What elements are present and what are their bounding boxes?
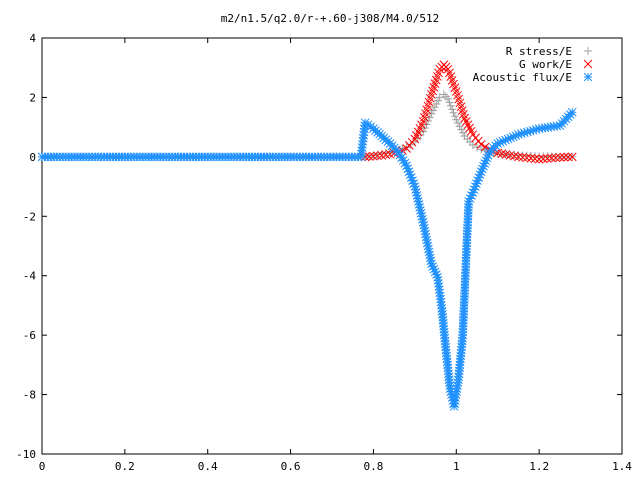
- data-point: [434, 96, 443, 105]
- data-point: [563, 152, 573, 162]
- data-point: [435, 93, 444, 102]
- data-point: [567, 152, 577, 162]
- y-tick-label: -10: [16, 448, 36, 461]
- legend-label: Acoustic flux/E: [473, 71, 572, 84]
- chart-title: m2/n1.5/q2.0/r-+.60-j308/M4.0/512: [221, 12, 440, 25]
- data-point: [559, 152, 569, 162]
- data-point: [514, 152, 523, 162]
- legend-label: R stress/E: [506, 45, 572, 58]
- x-tick-label: 1: [453, 460, 460, 473]
- y-tick-label: 2: [29, 91, 36, 104]
- data-point: [458, 128, 467, 137]
- data-point: [432, 99, 441, 108]
- y-tick-label: -6: [23, 329, 36, 342]
- data-point: [476, 140, 486, 149]
- y-tick-label: -8: [23, 389, 36, 402]
- data-point: [477, 145, 486, 154]
- data-point: [455, 122, 464, 131]
- data-point: [551, 153, 561, 163]
- plot-frame: [41, 37, 623, 455]
- data-point: [364, 152, 374, 161]
- y-tick-label: -2: [23, 210, 36, 223]
- data-point: [522, 153, 532, 163]
- series-3: [37, 107, 577, 411]
- y-tick-label: -4: [23, 270, 37, 283]
- data-point: [445, 98, 454, 107]
- series-2: [360, 60, 577, 164]
- data-point: [448, 105, 457, 114]
- y-tick-label: 0: [29, 151, 36, 164]
- x-tick-label: 1.4: [612, 460, 632, 473]
- x-tick-label: 0.2: [115, 460, 135, 473]
- data-point: [444, 94, 452, 103]
- data-point: [449, 108, 458, 117]
- data-point: [395, 150, 405, 160]
- data-point: [453, 118, 462, 127]
- data-point: [446, 101, 455, 110]
- data-point: [452, 115, 461, 124]
- legend-marker: [583, 59, 593, 69]
- data-point: [429, 106, 438, 115]
- data-point: [402, 143, 411, 152]
- data-point: [480, 142, 490, 152]
- data-point: [538, 154, 548, 164]
- data-point: [373, 151, 382, 161]
- data-point: [369, 151, 378, 161]
- axis-ticks: 0 0.2 0.4 0.6 0.8 1 1.2 1.4 4 2 0 -2 -4 -6 -8 -10: [16, 32, 632, 473]
- x-tick-label: 0.4: [198, 460, 218, 473]
- legend-marker: [584, 47, 592, 55]
- x-tick-label: 0.8: [363, 460, 383, 473]
- data-point: [543, 154, 552, 163]
- data-point: [430, 103, 439, 112]
- legend-label: G work/E: [519, 58, 572, 71]
- data-point: [534, 154, 544, 164]
- y-tick-label: 4: [29, 32, 36, 45]
- series-layer: [37, 60, 577, 411]
- data-point: [427, 109, 436, 118]
- x-tick-label: 1.2: [529, 460, 549, 473]
- x-tick-label: 0: [39, 460, 46, 473]
- data-point: [555, 153, 565, 162]
- data-point: [518, 152, 527, 162]
- data-point: [457, 125, 466, 134]
- data-point: [473, 143, 481, 152]
- data-point: [526, 153, 536, 163]
- data-point: [530, 154, 540, 164]
- data-point: [468, 140, 477, 149]
- data-point: [450, 112, 459, 121]
- data-point: [547, 153, 556, 163]
- data-point: [567, 107, 577, 117]
- data-point: [441, 92, 450, 101]
- legend-marker: [583, 72, 593, 82]
- x-tick-label: 0.6: [281, 460, 301, 473]
